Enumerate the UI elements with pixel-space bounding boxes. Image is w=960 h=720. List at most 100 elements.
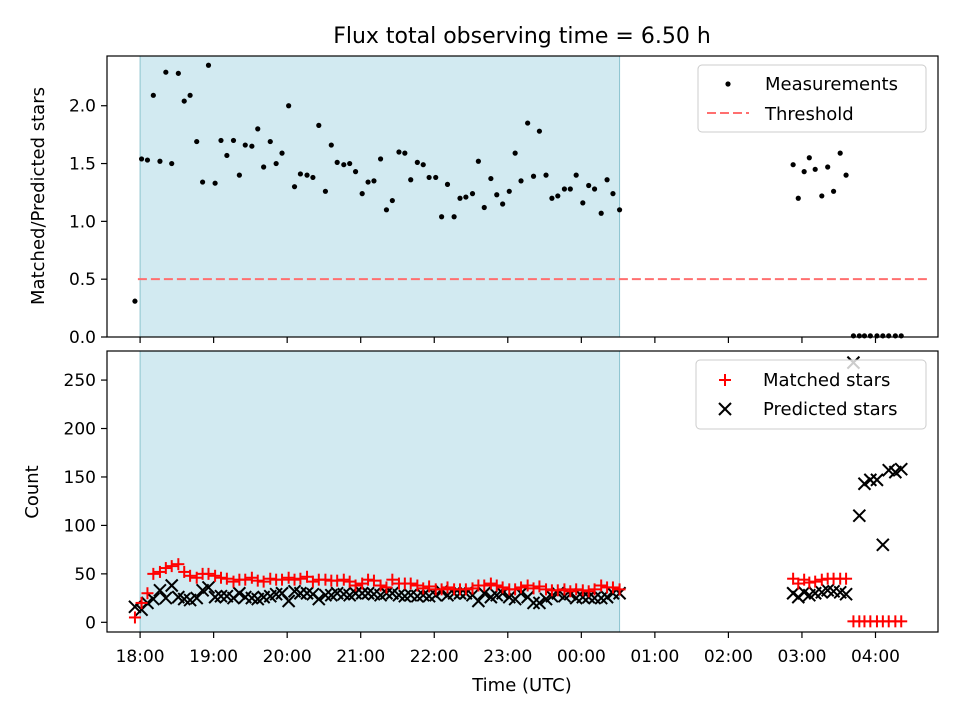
predicted-star-marker: [281, 594, 296, 608]
measurement-point: [457, 195, 463, 201]
measurement-point: [291, 184, 298, 190]
measurement-point: [591, 186, 598, 192]
matched-star-marker: [809, 575, 822, 588]
matched-star-marker: [423, 580, 436, 593]
measurement-point: [543, 172, 549, 178]
matched-star-marker: [895, 615, 908, 628]
matched-star-marker: [798, 573, 811, 586]
count-y-tick-label: 250: [64, 371, 96, 391]
ratio-y-tick-label: 1.0: [69, 212, 96, 232]
ratio-y-ticks: 0.0 0.5 1.0 1.5 2.0: [69, 97, 107, 348]
measurement-point: [163, 69, 169, 75]
figure-title: Flux total observing time = 6.50 h: [333, 24, 711, 49]
measurement-point: [242, 142, 248, 148]
measurement-point: [150, 92, 156, 98]
measurement-point: [830, 188, 837, 194]
matched-star-marker: [558, 583, 571, 596]
count-y-ticks: 0 50 100 150 200 250: [64, 371, 107, 633]
predicted-star-marker: [146, 592, 161, 606]
measurement-point: [825, 164, 831, 170]
ratio-legend-box: [697, 64, 927, 133]
predicted-star-marker: [153, 583, 167, 598]
legend-measurements-marker: [725, 81, 731, 87]
measurement-point: [861, 333, 868, 339]
matched-star-marker: [239, 573, 252, 586]
legend-predicted-label: Predicted stars: [763, 399, 897, 420]
count-y-tick-label: 0: [85, 613, 96, 633]
predicted-star-marker: [477, 586, 491, 600]
count-y-axis-label: Count: [22, 465, 43, 518]
matched-star-marker: [184, 569, 197, 582]
matched-star-marker: [147, 567, 160, 580]
predicted-star-marker: [159, 591, 173, 605]
measurement-point: [616, 207, 623, 213]
measurement-point: [433, 174, 439, 181]
measurement-point: [812, 166, 818, 172]
measurement-point: [488, 175, 494, 182]
measurement-point: [377, 156, 384, 162]
x-tick-label: 23:00: [483, 647, 532, 667]
legend-matched-label: Matched stars: [763, 370, 890, 391]
matched-star-marker: [209, 569, 222, 582]
x-tick-label: 02:00: [704, 647, 753, 667]
x-tick-label: 21:00: [336, 647, 385, 667]
measurement-point: [169, 160, 175, 167]
predicted-star-marker: [165, 578, 179, 593]
x-tick-label: 01:00: [630, 647, 679, 667]
matched-star-marker: [478, 579, 491, 592]
measurement-point: [132, 298, 138, 304]
matched-star-markers: [128, 558, 908, 628]
matched-star-marker: [159, 562, 172, 575]
measurement-point: [500, 201, 506, 207]
matched-star-marker: [509, 583, 522, 596]
measurement-point: [334, 159, 340, 165]
predicted-star-marker: [312, 592, 326, 606]
measurement-point: [175, 70, 181, 76]
measurement-point: [144, 157, 151, 163]
measurement-point: [561, 186, 568, 192]
legend-measurements-label: Measurements: [765, 74, 898, 95]
measurement-point: [530, 173, 537, 179]
measurement-point: [892, 333, 898, 339]
measurement-point: [555, 193, 561, 199]
matched-star-marker: [490, 579, 503, 592]
count-panel: 0 50 100 150 200 250 18:00 19:00 20:00 21:00 22:0…: [22, 350, 939, 696]
measurement-point: [898, 333, 904, 339]
measurement-point: [212, 180, 218, 186]
measurement-point: [273, 160, 279, 167]
measurement-point: [181, 98, 187, 104]
ratio-y-tick-label: 1.5: [69, 155, 96, 175]
measurement-point: [414, 159, 420, 165]
measurement-point: [819, 193, 825, 199]
count-legend-box: [695, 359, 927, 430]
measurement-point: [236, 172, 242, 178]
matched-star-marker: [417, 582, 430, 595]
measurement-point: [230, 137, 237, 144]
measurement-point: [475, 158, 481, 164]
count-y-tick-label: 200: [64, 420, 96, 440]
measurement-point: [322, 188, 329, 194]
measurement-point: [347, 160, 353, 167]
measurement-point: [856, 333, 862, 339]
measurement-point: [224, 152, 230, 159]
predicted-star-marker: [532, 596, 547, 610]
measurement-point: [444, 181, 451, 187]
measurement-point: [255, 126, 261, 132]
measurement-point: [389, 197, 395, 204]
predicted-star-marker: [876, 538, 890, 552]
matched-star-marker: [484, 577, 497, 590]
predicted-star-markers: [128, 355, 908, 617]
measurement-point: [249, 143, 255, 149]
predicted-star-marker: [839, 587, 853, 601]
ratio-y-axis-label: Matched/Predicted stars: [28, 87, 49, 305]
matched-star-marker: [527, 582, 540, 595]
measurement-point: [610, 191, 616, 197]
matched-star-marker: [282, 571, 295, 584]
predicted-star-marker: [600, 590, 614, 604]
measurement-point: [439, 214, 445, 220]
matched-star-marker: [220, 572, 233, 585]
measurement-point: [279, 150, 285, 156]
measurement-point: [408, 177, 414, 183]
measurement-point: [573, 172, 579, 178]
